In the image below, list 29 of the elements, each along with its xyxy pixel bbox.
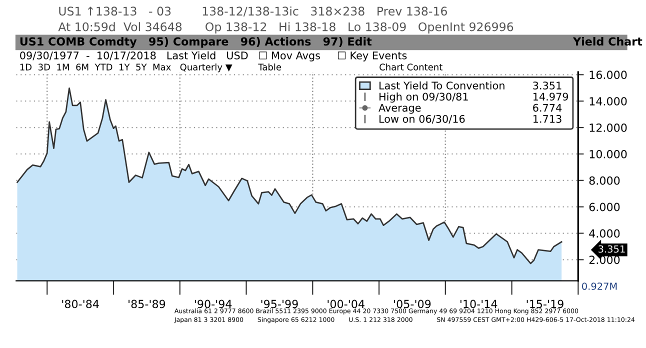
text: 0.927M xyxy=(582,282,617,290)
y-tick-label: 4.000 xyxy=(589,229,620,238)
y-tick-label: 8.000 xyxy=(589,176,620,185)
annotation: Average xyxy=(378,104,421,114)
text: At 10:59d Vol 34648 Op 138-12 Hi 138-18 Lo 138-09 OpenInt 926996 xyxy=(58,22,514,34)
annotation: 1.713 xyxy=(533,114,562,123)
y-tick-label: 16.000 xyxy=(590,70,627,80)
x-tick-label: '10-'14 xyxy=(460,300,498,308)
annotation: 1D 3D 1M 6M YTD 1Y 5Y Max Quarterly ▼ Table Chart Content xyxy=(20,63,442,72)
x-tick-label: '15-'19 xyxy=(526,300,564,308)
text: US1 ↑138-13 - 03 138-12/138-13ic 318×238 Prev 138-16 xyxy=(59,6,447,17)
y-tick-label: 14.000 xyxy=(590,97,627,106)
y-tick-label: 12.000 xyxy=(590,124,627,132)
annotation: 14.979 xyxy=(533,92,568,101)
text: 09/30/1977 - 10/17/2018 Last Yield USD ☐ Mov Avgs ☐ Key Events xyxy=(20,51,407,62)
x-tick-label: '00-'04 xyxy=(328,300,364,308)
annotation: Low on 06/30/16 xyxy=(380,114,465,124)
x-tick-label: '90-'94 xyxy=(194,300,232,308)
x-tick-label: '80-'84 xyxy=(62,300,99,308)
x-tick-label: '95-'99 xyxy=(261,300,298,308)
annotation: High on 09/30/81 xyxy=(380,92,468,103)
x-tick-label: '05-'09 xyxy=(394,300,431,308)
annotation: 6.774 xyxy=(533,104,562,112)
x-tick-label: '85-'89 xyxy=(128,300,166,308)
legend-label: Last Yield To Convention xyxy=(380,81,504,90)
annotation: 3.351 xyxy=(533,82,562,90)
text: 3.351 xyxy=(598,245,625,253)
y-tick-label: 10.000 xyxy=(590,150,627,158)
y-tick-label: 6.000 xyxy=(589,202,620,212)
